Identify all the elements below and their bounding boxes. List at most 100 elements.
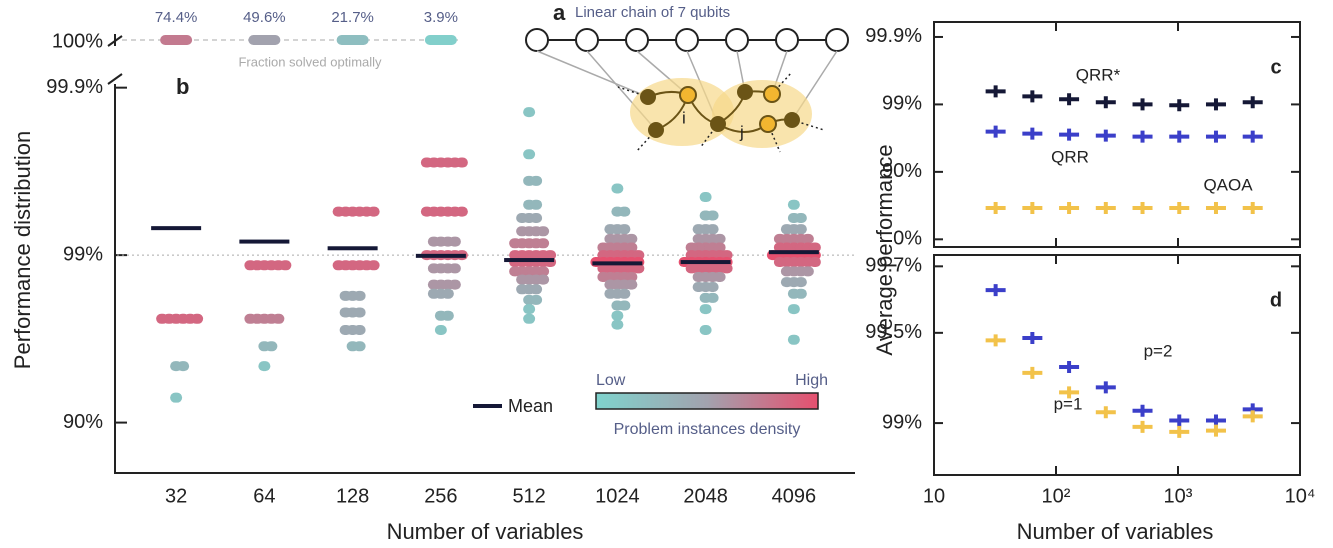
data-marker	[1095, 406, 1116, 419]
instance-dot	[611, 319, 624, 330]
instance-dot	[537, 274, 550, 285]
x-tick-label: 32	[165, 485, 187, 507]
instance-dot	[625, 242, 638, 253]
instance-dot	[706, 292, 719, 303]
instance-dot	[332, 206, 345, 217]
data-marker	[1242, 96, 1263, 109]
y-tick-label: 90%	[882, 160, 922, 182]
instance-dot	[780, 266, 793, 277]
colorbar-title: Problem instances density	[614, 421, 801, 438]
data-marker	[1169, 130, 1190, 143]
instance-dot	[794, 288, 807, 299]
qubit-nodes	[640, 84, 800, 138]
mean-bar	[592, 261, 643, 266]
instance-dot	[367, 260, 380, 271]
instance-dot	[692, 233, 705, 244]
data-marker	[1059, 93, 1080, 106]
panel-d-frame	[933, 254, 1301, 476]
instance-dot	[427, 263, 440, 274]
instance-dot	[177, 361, 190, 372]
instance-dot	[332, 260, 345, 271]
colorbar-high: High	[795, 372, 828, 389]
data-marker	[1022, 331, 1043, 344]
x-tick-label: 10⁴	[1285, 485, 1316, 507]
series-label: p=1	[1054, 394, 1083, 413]
optimal-label: 74.4%	[155, 9, 198, 26]
instance-dot	[706, 281, 719, 292]
x-tick-label: 256	[424, 485, 457, 507]
data-marker	[1169, 425, 1190, 438]
data-marker	[1242, 410, 1263, 423]
instance-dot	[244, 260, 257, 271]
instance-dot	[427, 236, 440, 247]
panel-c-frame	[933, 21, 1301, 248]
instance-dot	[787, 334, 800, 345]
instance-dot	[448, 236, 461, 247]
x-tick-label: 1024	[595, 485, 640, 507]
instance-dot	[156, 313, 169, 324]
x-tick-label: 512	[512, 485, 545, 507]
instance-dot	[801, 233, 814, 244]
instance-dot	[516, 226, 529, 237]
optimal-label: 21.7%	[331, 9, 374, 26]
instance-dot	[611, 310, 624, 321]
x-tick-label: 128	[336, 485, 369, 507]
instance-dot	[794, 212, 807, 223]
instance-dot	[530, 175, 543, 186]
instance-dot	[530, 284, 543, 295]
instance-dot	[780, 224, 793, 235]
y-tick-label: 99.7%	[865, 255, 922, 277]
instance-dot	[794, 224, 807, 235]
mean-bar	[504, 258, 555, 263]
instance-dot	[537, 226, 550, 237]
instance-dot	[604, 279, 617, 290]
instance-dot	[625, 279, 638, 290]
series-label: QRR	[1051, 147, 1089, 166]
instance-dot	[516, 284, 529, 295]
data-marker	[1242, 130, 1263, 143]
series-label: QRR*	[1076, 65, 1121, 84]
instance-dot	[339, 290, 352, 301]
node-label: i	[682, 108, 686, 127]
instance-dot	[353, 325, 366, 336]
axis-lines	[114, 84, 855, 474]
y-tick-label: 99.9%	[865, 25, 922, 47]
instance-dot	[537, 266, 550, 277]
instance-dot	[597, 271, 610, 282]
instance-dot	[537, 238, 550, 249]
x-axis-label: Number of variables	[1017, 519, 1214, 544]
x-axis-label: Number of variables	[387, 519, 584, 544]
data-marker	[1132, 202, 1153, 215]
panel-letter: b	[176, 74, 189, 99]
instance-dot	[699, 325, 712, 336]
optimal-pill	[160, 35, 193, 45]
data-marker	[1205, 424, 1226, 437]
qubit-diagram: a Linear chain of 7 qubits i j	[525, 0, 849, 153]
instance-dot	[713, 271, 726, 282]
instance-dot	[258, 361, 271, 372]
instance-dot	[720, 263, 733, 274]
mean-bar	[415, 253, 466, 258]
instance-dot	[685, 263, 698, 274]
panel-letter: a	[553, 0, 566, 25]
series-label: p=2	[1144, 341, 1173, 360]
instance-dot	[441, 310, 454, 321]
panel-letter: c	[1270, 56, 1281, 78]
instance-dot	[692, 224, 705, 235]
optimal-pill	[424, 35, 457, 45]
instance-dot	[618, 224, 631, 235]
instance-dot	[427, 279, 440, 290]
y-tick-label: 99%	[882, 411, 922, 433]
mean-bar	[768, 250, 819, 255]
instance-dot	[530, 212, 543, 223]
instance-dot	[265, 341, 278, 352]
instance-dot	[699, 192, 712, 203]
instance-dot	[773, 242, 786, 253]
y-tick-label: 100%	[52, 30, 103, 52]
instance-dot	[272, 313, 285, 324]
instance-dot	[604, 224, 617, 235]
instance-dot	[713, 242, 726, 253]
data-marker	[1169, 202, 1190, 215]
diagram-title: Linear chain of 7 qubits	[575, 4, 730, 21]
data-marker	[1205, 414, 1226, 427]
